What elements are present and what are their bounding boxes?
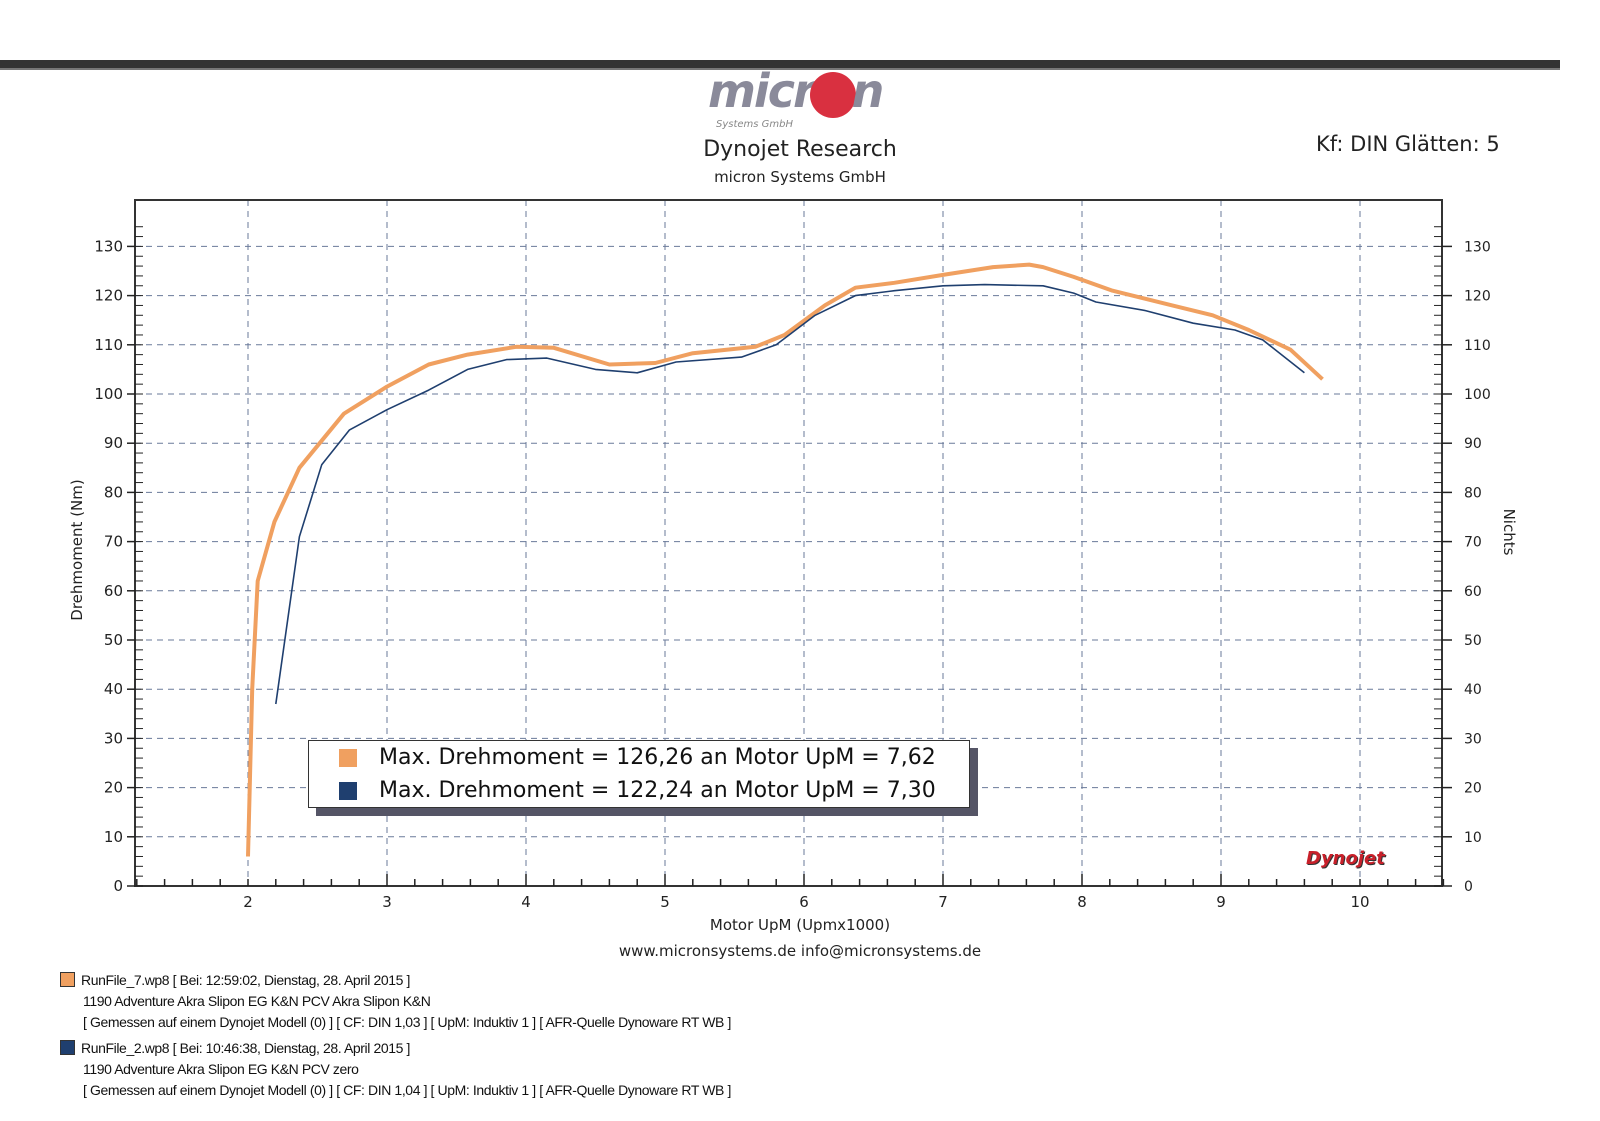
micron-logo: micr n (708, 64, 884, 118)
y2-tick-label: 80 (1464, 485, 1482, 501)
settings-label: Kf: DIN Glätten: 5 (1316, 132, 1500, 156)
y-tick-label: 90 (104, 434, 123, 452)
y-tick-label: 130 (94, 237, 123, 255)
y2-tick-label: 110 (1464, 338, 1491, 354)
legend-swatch (339, 781, 357, 800)
y-tick-label: 110 (94, 336, 123, 354)
y2-tick-label: 0 (1464, 879, 1473, 895)
run-swatch (60, 972, 75, 987)
y-tick-label: 0 (113, 877, 123, 895)
y2-tick-label: 40 (1464, 682, 1482, 698)
legend-text: Max. Drehmoment = 126,26 an Motor UpM = … (379, 745, 936, 770)
y2-tick-label: 30 (1464, 731, 1482, 747)
run-swatch (60, 1040, 75, 1055)
y2-tick-label: 10 (1464, 830, 1482, 846)
chart-subtitle: micron Systems GmbH (714, 168, 886, 186)
run-entry-7: RunFile_7.wp8 [ Bei: 12:59:02, Dienstag,… (60, 972, 731, 1030)
y2-tick-label: 100 (1464, 387, 1491, 403)
y-tick-label: 100 (94, 385, 123, 403)
run-desc: 1190 Adventure Akra Slipon EG K&N PCV ze… (83, 1061, 359, 1077)
x-tick-label: 2 (243, 893, 253, 911)
run-file: RunFile_2.wp8 [ Bei: 10:46:38, Dienstag,… (81, 1040, 410, 1056)
y-tick-label: 40 (104, 680, 123, 698)
top-border (0, 60, 1560, 70)
run-entry-2: RunFile_2.wp8 [ Bei: 10:46:38, Dienstag,… (60, 1040, 731, 1098)
y-tick-label: 50 (104, 631, 123, 649)
x-axis-label: Motor UpM (Upmx1000) (709, 916, 891, 934)
y2-axis-label: Nichts (1500, 509, 1518, 556)
x-tick-label: 6 (799, 893, 809, 911)
y2-tick-label: 70 (1464, 535, 1482, 551)
chart-title: Dynojet Research (703, 137, 897, 162)
x-tick-label: 4 (521, 893, 531, 911)
run-file: RunFile_7.wp8 [ Bei: 12:59:02, Dienstag,… (81, 972, 410, 988)
chart-legend: Max. Drehmoment = 126,26 an Motor UpM = … (308, 740, 970, 808)
run-info: [ Gemessen auf einem Dynojet Modell (0) … (83, 1014, 731, 1030)
y-tick-label: 80 (104, 483, 123, 501)
x-tick-label: 9 (1216, 893, 1226, 911)
logo-sub: Systems GmbH (716, 119, 794, 130)
y2-tick-label: 50 (1464, 633, 1482, 649)
x-tick-label: 7 (938, 893, 948, 911)
website-text: www.micronsystems.de info@micronsystems.… (618, 942, 982, 960)
x-tick-label: 5 (660, 893, 670, 911)
legend-item-run7: Max. Drehmoment = 126,26 an Motor UpM = … (309, 741, 969, 774)
y-tick-label: 120 (94, 287, 123, 305)
run-info: [ Gemessen auf einem Dynojet Modell (0) … (83, 1082, 731, 1098)
y-tick-label: 20 (104, 779, 123, 797)
torque-line-run2 (275, 283, 1305, 705)
y2-tick-label: 90 (1464, 436, 1482, 452)
torque-line-run7 (246, 262, 1324, 857)
y-tick-label: 60 (104, 582, 123, 600)
dynojet-logo: Dynojet (1306, 848, 1385, 869)
y-tick-label: 10 (104, 828, 123, 846)
legend-item-run2: Max. Drehmoment = 122,24 an Motor UpM = … (309, 774, 969, 807)
y-axis-label: Drehmoment (Nm) (68, 479, 86, 620)
y-tick-label: 70 (104, 533, 123, 551)
y2-tick-label: 20 (1464, 781, 1482, 797)
y2-tick-label: 60 (1464, 584, 1482, 600)
x-tick-label: 3 (382, 893, 392, 911)
x-tick-label: 10 (1350, 893, 1369, 911)
plot-frame (134, 199, 1443, 887)
run-desc: 1190 Adventure Akra Slipon EG K&N PCV Ak… (83, 993, 431, 1009)
legend-swatch (339, 748, 357, 767)
legend-text: Max. Drehmoment = 122,24 an Motor UpM = … (379, 778, 936, 803)
x-tick-label: 8 (1077, 893, 1087, 911)
y-tick-label: 30 (104, 729, 123, 747)
y2-tick-label: 130 (1464, 239, 1491, 255)
y2-tick-label: 120 (1464, 289, 1491, 305)
